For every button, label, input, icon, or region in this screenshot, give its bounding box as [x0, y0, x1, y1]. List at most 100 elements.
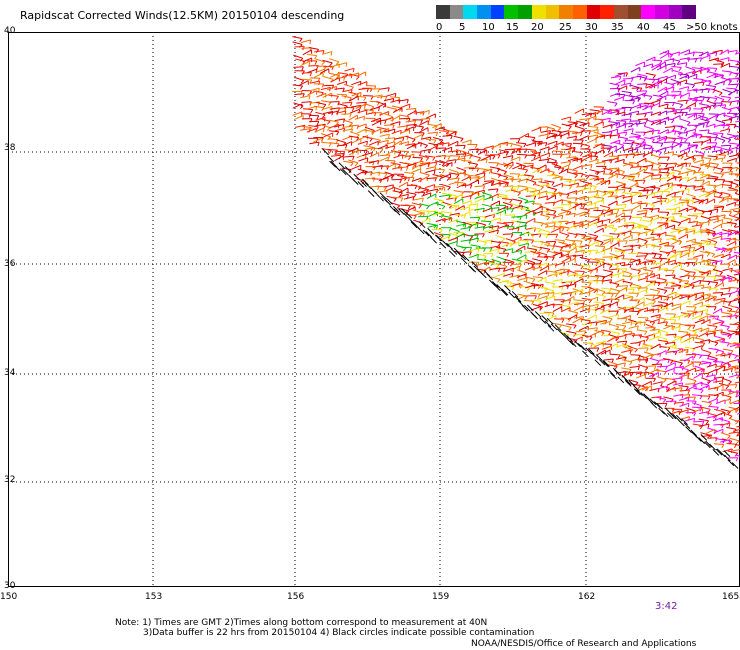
wind-barb: [666, 333, 677, 336]
wind-barb: [532, 140, 543, 143]
contaminated-wind-barb: [649, 398, 657, 406]
wind-barb-flag: [327, 136, 331, 140]
wind-barb-flag: [538, 300, 542, 305]
wind-barb: [708, 57, 719, 62]
wind-barb: [517, 277, 528, 281]
wind-barb: [488, 248, 499, 253]
wind-barb: [722, 312, 733, 315]
wind-barb: [474, 197, 485, 203]
wind-barb-flag: [396, 205, 401, 209]
wind-barb: [588, 288, 598, 293]
wind-barb: [449, 212, 460, 216]
wind-barb: [602, 315, 613, 320]
wind-barb: [651, 59, 662, 62]
wind-barb: [292, 103, 303, 109]
wind-barb: [607, 225, 618, 230]
wind-barb: [574, 108, 584, 114]
wind-barb-flag: [650, 270, 654, 275]
wind-barb: [615, 183, 626, 188]
wind-barb-flag: [680, 165, 684, 170]
contaminated-wind-barb: [566, 335, 574, 342]
wind-barb: [594, 199, 604, 204]
wind-barb: [579, 220, 590, 223]
wind-barb-flag: [548, 152, 551, 157]
wind-barb-flag: [446, 132, 450, 136]
wind-barb: [643, 83, 654, 86]
wind-barb-flag: [685, 112, 688, 117]
contaminated-wind-barb: [362, 178, 369, 186]
wind-barb-flag: [651, 165, 654, 170]
wind-barb: [719, 57, 730, 61]
wind-barb: [637, 194, 648, 198]
wind-barb: [301, 72, 312, 74]
wind-barb-flag: [328, 142, 332, 147]
wind-barb: [382, 174, 393, 180]
wind-barb-flag: [394, 93, 397, 98]
wind-barb-flag: [671, 119, 675, 124]
wind-barb: [564, 220, 576, 225]
wind-barb: [578, 325, 589, 331]
contaminated-wind-barb: [705, 440, 712, 448]
wind-barb-flag: [328, 150, 332, 155]
wind-barb-flag: [645, 337, 649, 342]
wind-barb-flag: [393, 198, 397, 202]
wind-barb-flag: [503, 171, 507, 175]
wind-barb-flag: [665, 321, 668, 326]
wind-barb: [559, 231, 570, 236]
wind-barb: [734, 219, 740, 221]
contaminated-wind-barb: [633, 388, 641, 396]
wind-barb: [586, 332, 596, 339]
wind-barb: [425, 169, 436, 174]
wind-barb: [483, 224, 493, 229]
wind-barb: [726, 87, 737, 90]
wind-barb-flag: [485, 158, 488, 164]
wind-barb-flag: [349, 113, 352, 118]
wind-barb: [418, 188, 428, 194]
wind-barb-flag: [496, 162, 499, 167]
wind-barb: [504, 214, 515, 216]
wind-barb-flag: [678, 51, 681, 56]
wind-barb: [700, 406, 711, 410]
wind-barb-flag: [679, 104, 684, 109]
wind-barb-flag: [660, 381, 663, 386]
wind-barb: [586, 342, 597, 347]
wind-barb: [558, 284, 569, 288]
wind-barb: [502, 261, 513, 264]
wind-barb: [684, 250, 695, 254]
wind-barb: [567, 197, 578, 199]
wind-barb: [727, 50, 738, 53]
wind-barb: [659, 260, 669, 267]
wind-barb-flag: [737, 269, 740, 274]
wind-barb-flag: [658, 274, 661, 279]
wind-barb-flag: [645, 266, 647, 272]
wind-barb: [517, 269, 527, 274]
wind-barb: [613, 96, 624, 101]
wind-barb-flag: [644, 240, 648, 245]
wind-barb: [735, 331, 740, 336]
wind-barb-flag: [622, 208, 625, 213]
wind-barb: [657, 335, 668, 340]
wind-barb: [572, 132, 583, 134]
wind-barb: [643, 171, 654, 174]
wind-barb: [704, 296, 715, 302]
wind-barb: [631, 371, 642, 373]
wind-barb: [489, 207, 500, 210]
wind-barb-flag: [737, 290, 740, 295]
contaminated-wind-barb: [587, 348, 595, 355]
wind-barb-flag: [672, 86, 675, 91]
wind-barb: [641, 345, 653, 347]
wind-barb: [727, 390, 738, 396]
wind-barb-flag: [713, 332, 716, 337]
wind-barb-flag: [622, 250, 626, 255]
wind-barb-flag: [714, 68, 718, 73]
wind-barb-flag: [629, 263, 632, 269]
wind-barb-flag: [471, 167, 475, 172]
contaminated-wind-barb: [333, 164, 341, 172]
wind-barb: [560, 244, 571, 248]
wind-barb: [547, 132, 558, 135]
wind-barb-flag: [548, 146, 550, 151]
wind-barb: [694, 368, 705, 372]
wind-barb: [677, 62, 687, 65]
lat-label-40: 40: [4, 26, 16, 36]
wind-barb-flag: [417, 186, 422, 191]
